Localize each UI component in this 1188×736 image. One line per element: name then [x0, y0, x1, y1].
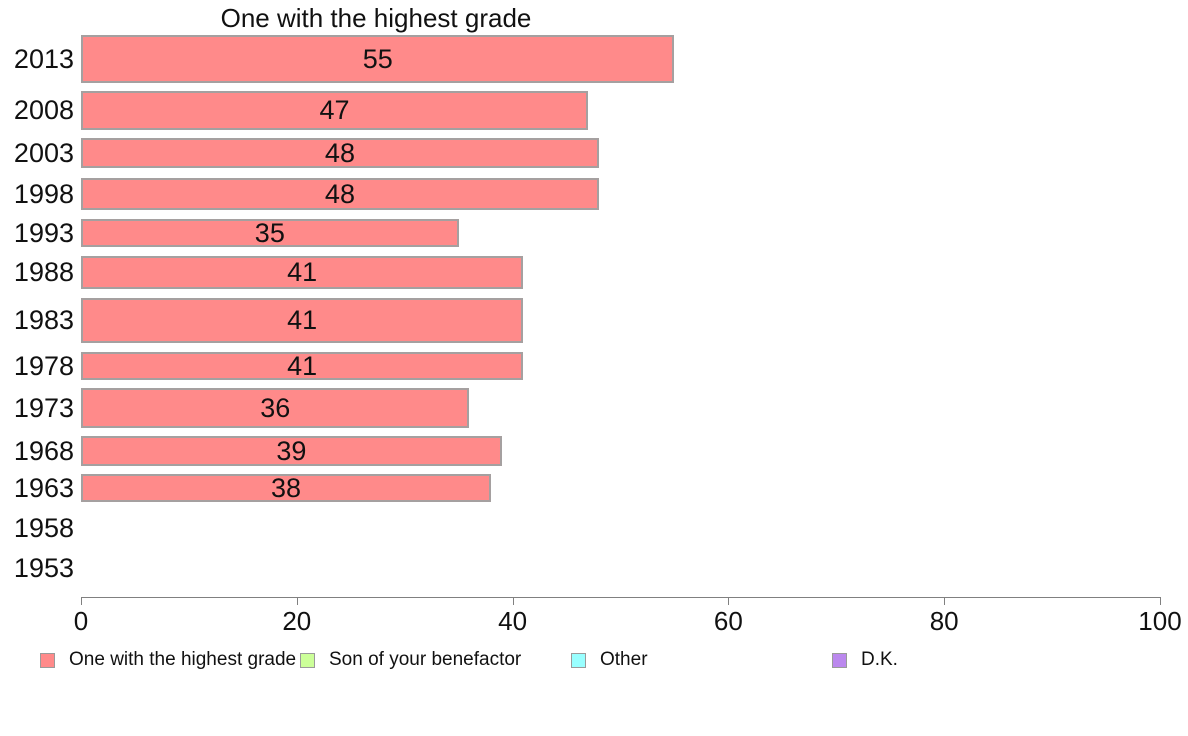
- x-axis-tick-label: 100: [1138, 606, 1182, 636]
- y-axis-label: 1983: [13, 305, 74, 335]
- legend-label: One with the highest grade: [69, 649, 297, 670]
- bar-value-label: 41: [287, 256, 318, 287]
- bar-value-label: 48: [324, 178, 355, 209]
- y-axis-label: 1998: [13, 179, 74, 209]
- y-axis-label: 1973: [13, 393, 74, 423]
- bar: 39: [81, 436, 502, 466]
- x-axis-tick-label: 20: [282, 606, 312, 636]
- x-axis-tick: [512, 597, 514, 605]
- bar-value-label: 35: [254, 217, 285, 248]
- legend-item: D.K.: [832, 649, 898, 670]
- x-axis-line: [81, 597, 1161, 598]
- x-axis-tick: [296, 597, 298, 605]
- x-axis-tick-label: 0: [73, 606, 89, 636]
- bar: 35: [81, 219, 459, 247]
- bar: 36: [81, 388, 470, 428]
- y-axis-label: 1993: [13, 218, 74, 248]
- bar: 41: [81, 350, 524, 381]
- bar-value-label: 36: [260, 392, 291, 423]
- y-axis-label: 1953: [13, 553, 74, 583]
- x-axis-tick-label: 60: [713, 606, 743, 636]
- bar: 41: [81, 255, 524, 289]
- bar-value-label: 55: [362, 43, 393, 74]
- legend-label: Other: [600, 649, 648, 670]
- legend-swatch: [300, 652, 315, 668]
- legend-item: One with the highest grade: [40, 649, 297, 670]
- y-axis-label: 1968: [13, 436, 74, 466]
- bar-value-label: 39: [276, 435, 307, 466]
- legend-label: Son of your benefactor: [329, 649, 522, 670]
- y-axis-label: 2003: [13, 138, 74, 168]
- y-axis-label: 2013: [13, 44, 74, 74]
- bar-value-label: 41: [287, 350, 318, 381]
- y-axis-label: 1963: [13, 473, 74, 503]
- legend-item: Other: [571, 649, 648, 670]
- y-axis-label: 1978: [13, 351, 74, 381]
- bar: 41: [81, 297, 524, 343]
- x-axis-tick-label: 80: [929, 606, 959, 636]
- y-axis-label: 1988: [13, 257, 74, 287]
- x-axis-tick-label: 40: [498, 606, 528, 636]
- x-axis-tick: [944, 597, 946, 605]
- legend-swatch: [832, 652, 847, 668]
- bar-value-label: 48: [324, 137, 355, 168]
- bar-value-label: 38: [270, 472, 302, 503]
- y-axis-label: 2008: [13, 95, 74, 125]
- legend-item: Son of your benefactor: [300, 649, 522, 670]
- legend-label: D.K.: [861, 649, 898, 670]
- legend-swatch: [571, 652, 586, 668]
- legend-swatch: [40, 652, 55, 668]
- x-axis-tick: [1160, 597, 1161, 605]
- bar-value-label: 47: [319, 94, 350, 125]
- x-axis-tick: [728, 597, 730, 605]
- bar: 47: [81, 90, 589, 130]
- bar: 38: [81, 472, 492, 503]
- bar: 48: [81, 178, 599, 210]
- bar: 48: [81, 138, 599, 168]
- y-axis-label: 1958: [13, 513, 74, 543]
- bar: 55: [81, 35, 675, 83]
- bar-value-label: 41: [287, 304, 318, 335]
- x-axis-tick: [81, 597, 82, 605]
- chart-title: One with the highest grade: [220, 3, 532, 33]
